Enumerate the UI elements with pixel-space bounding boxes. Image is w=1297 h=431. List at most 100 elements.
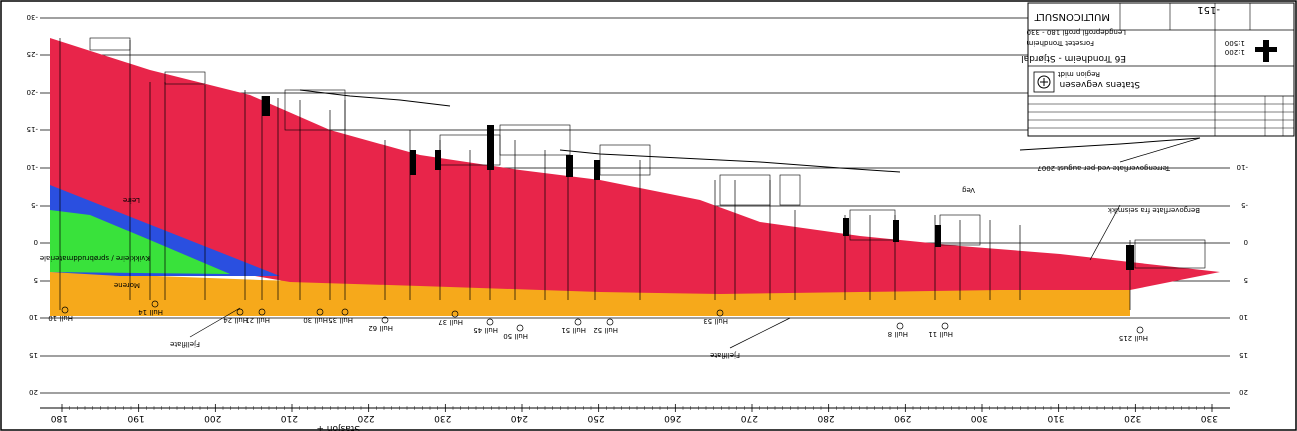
borehole-symbol <box>451 310 459 318</box>
elevation-label-left: 15 <box>29 351 38 359</box>
station-tick-label: 310 <box>1047 413 1064 423</box>
borehole-symbol <box>258 308 266 316</box>
terrain-layer <box>50 38 1220 294</box>
station-tick-label: 280 <box>817 413 834 423</box>
borehole-label: Hull 14 <box>138 308 163 316</box>
borehole-symbol <box>151 300 159 308</box>
station-tick-label: 180 <box>51 413 68 423</box>
borehole-symbol <box>381 316 389 324</box>
borehole-symbol <box>896 322 904 330</box>
borehole-symbol <box>941 322 949 330</box>
station-tick-label: 290 <box>894 413 911 423</box>
moraine-label: Morene <box>114 281 140 289</box>
station-tick-label: 230 <box>434 413 451 423</box>
borehole-label: Hull 52 <box>593 326 618 334</box>
elevation-label-right: 0 <box>1244 238 1248 246</box>
station-tick-label: 240 <box>511 413 528 423</box>
drawing-number: -151 <box>1197 4 1220 15</box>
station-tick-label: 190 <box>127 413 144 423</box>
sounding-boxes <box>89 37 1206 269</box>
borehole-label: Hull 10 <box>48 314 73 322</box>
project-name: E6 Trondheim - Stjørdal <box>1021 53 1126 63</box>
company-name: MULTICONSULT <box>1034 11 1110 22</box>
clay-label: Leire <box>123 196 140 204</box>
elevation-label-right: -10 <box>1237 163 1248 171</box>
borehole-label: Hull 37 <box>438 318 463 326</box>
borehole-label: Hull 8 <box>888 330 908 338</box>
bedrock-note: Bergoverflate fra seismikk <box>1107 206 1200 214</box>
borehole-label: Hull 11 <box>928 330 953 338</box>
borehole-label: Hull 30 <box>303 316 328 324</box>
surface-note-leader <box>1119 137 1201 163</box>
cross-logo <box>1255 40 1277 62</box>
elevation-label-right: 5 <box>1244 276 1248 284</box>
elevation-label-left: -5 <box>31 201 38 209</box>
elevation-label-right: 15 <box>1239 351 1248 359</box>
elevation-label-right: 20 <box>1239 388 1248 396</box>
section-name: Forsetet Trondheim <box>1026 39 1094 47</box>
borehole-symbol <box>486 318 494 326</box>
station-tick-label: 210 <box>281 413 298 423</box>
borehole-label: Hull 53 <box>703 317 728 325</box>
borehole-symbol <box>574 318 582 326</box>
elevation-label-left: -30 <box>27 13 38 21</box>
statens-vegvesen-logo <box>1033 71 1055 93</box>
station-tick-label: 220 <box>357 413 374 423</box>
moraine-layer <box>50 272 1130 316</box>
elevation-label-right: -5 <box>1241 201 1248 209</box>
title-block: MULTICONSULT -151 Lengdeprofil profil 18… <box>1021 2 1295 137</box>
station-tick-label: 200 <box>204 413 221 423</box>
elevation-label-left: 0 <box>34 238 38 246</box>
borehole-label: Hull 35 <box>328 316 353 324</box>
scale-vertical: 1:200 <box>1225 48 1245 56</box>
borehole-symbol <box>61 306 69 314</box>
station-axis-title: Stasjon + <box>316 423 360 431</box>
geology-layers <box>50 38 1220 316</box>
elevation-label-left: 5 <box>34 276 38 284</box>
casing-markers <box>262 96 1134 270</box>
rock-leader-1 <box>189 307 241 338</box>
elevation-label-left: 20 <box>29 388 38 396</box>
road-surface <box>299 89 1201 173</box>
borehole-symbol <box>516 324 524 332</box>
elevation-label-left: -15 <box>27 125 38 133</box>
terrain-label: Veg <box>962 186 975 194</box>
borehole-symbol <box>341 308 349 316</box>
quick-clay-layer <box>50 210 230 274</box>
borehole-symbol <box>316 308 324 316</box>
borehole-label: Hull 50 <box>503 332 528 340</box>
station-tick-label: 300 <box>971 413 988 423</box>
borehole-symbol <box>716 309 724 317</box>
elevation-label-left: -20 <box>27 88 38 96</box>
elevation-label-left: 10 <box>29 313 38 321</box>
region-name: Region midt <box>1058 70 1100 78</box>
station-tick-label: 270 <box>741 413 758 423</box>
elevation-label-left: -10 <box>27 163 38 171</box>
rock-label-2: Fjellflate <box>710 351 740 359</box>
elevation-label-left: -25 <box>27 50 38 58</box>
drawing-title: Lengdeprofil profil 180 - 330 <box>1027 28 1126 36</box>
scale-horizontal: 1:500 <box>1225 39 1245 47</box>
station-tick-label: 330 <box>1201 413 1218 423</box>
surface-note: Terrengoverflate ved per august 2007 <box>1037 164 1171 172</box>
borehole-symbol <box>606 318 614 326</box>
rock-leader-2 <box>729 317 791 349</box>
station-ticks: 180 190 200 210 220 230 240 250 260 270 280 290 300 3… <box>51 404 1218 423</box>
borehole-label: Hull 24 <box>223 316 248 324</box>
bedrock-note-leader <box>1089 204 1121 261</box>
quick-clay-label: Kvikkleire / sprøbruddmateriale <box>40 254 150 262</box>
station-tick-label: 320 <box>1124 413 1141 423</box>
borehole-label: Hull 215 <box>1119 334 1148 342</box>
borehole-label: Hull 62 <box>368 324 393 332</box>
station-tick-label: 250 <box>587 413 604 423</box>
elevation-labels-left: -30 -25 -20 -15 -10 -5 0 5 10 15 20 <box>27 13 38 396</box>
elevation-labels-right: -10 -5 0 5 10 15 20 <box>1237 163 1248 396</box>
borehole-label: Hull 45 <box>473 326 498 334</box>
borehole-symbol <box>1136 326 1144 334</box>
station-tick-label: 260 <box>664 413 681 423</box>
borehole-label: Hull 51 <box>561 326 586 334</box>
elevation-label-right: 10 <box>1239 313 1248 321</box>
rock-label-1: Fjellflate <box>170 340 200 348</box>
